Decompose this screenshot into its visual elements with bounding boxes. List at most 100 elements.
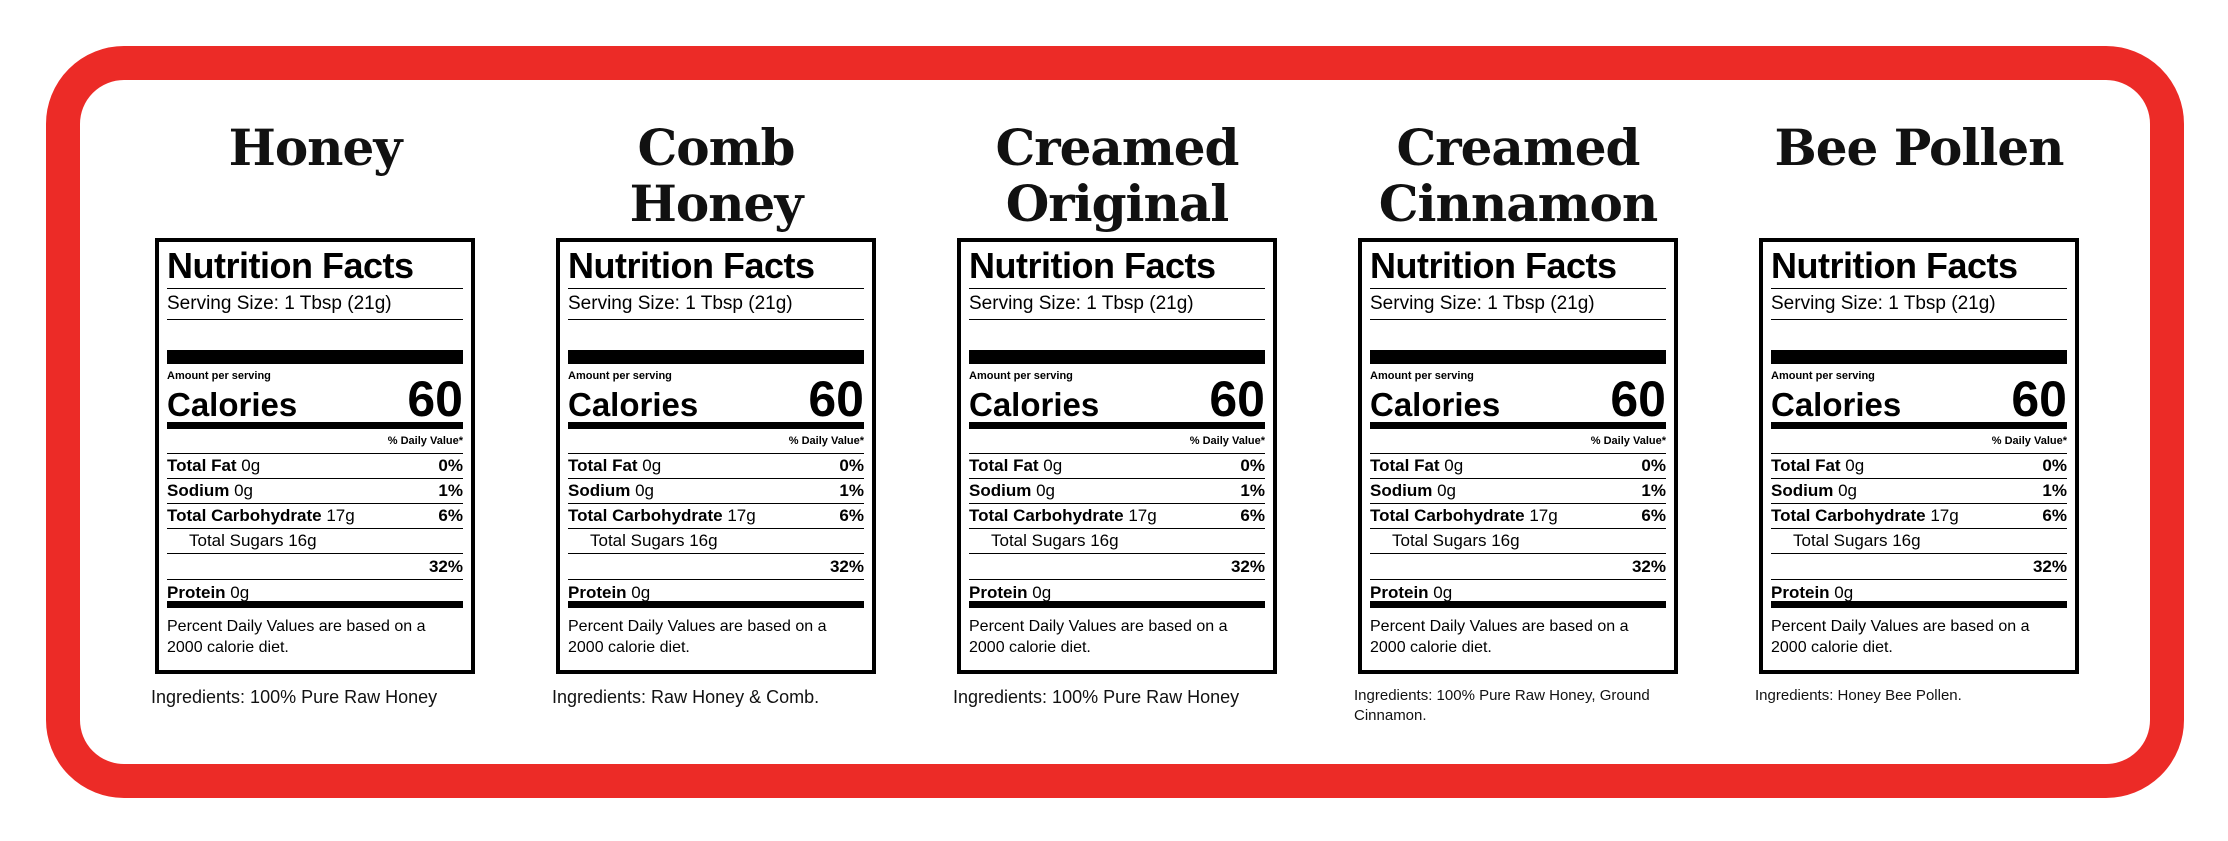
total-sugars-row: Total Sugars 16g xyxy=(1370,529,1666,554)
nutrition-facts-label: Nutrition Facts Serving Size: 1 Tbsp (21… xyxy=(556,238,876,674)
sodium-amount: 0g xyxy=(1833,481,1857,500)
sodium-pct: 1% xyxy=(1641,481,1666,500)
nutrition-facts-title: Nutrition Facts xyxy=(167,244,463,289)
carb-pct: 6% xyxy=(1641,506,1666,525)
medium-divider xyxy=(1370,422,1666,429)
total-fat-label: Total Fat xyxy=(1771,456,1841,475)
protein-label: Protein xyxy=(1771,583,1830,602)
calories-value: 60 xyxy=(808,371,864,427)
sugars-label: Total Sugars 16g xyxy=(1392,531,1520,550)
sugars-pct: 32% xyxy=(568,554,864,580)
daily-value-header: % Daily Value* xyxy=(1370,429,1666,454)
protein-label: Protein xyxy=(969,583,1028,602)
title-line-1: Comb xyxy=(637,118,795,177)
carb-label: Total Carbohydrate xyxy=(1771,506,1926,525)
product-title: Creamed Original xyxy=(917,120,1317,232)
calories-label: Calories xyxy=(969,386,1100,423)
product-title: Comb Honey xyxy=(516,120,916,232)
sodium-row: Sodium 0g 1% xyxy=(1370,479,1666,504)
thick-divider xyxy=(568,350,864,364)
title-line-1: Honey xyxy=(228,118,403,177)
calories-value: 60 xyxy=(407,371,463,427)
title-line-1: Bee Pollen xyxy=(1774,118,2064,177)
carb-label: Total Carbohydrate xyxy=(167,506,322,525)
total-sugars-row: Total Sugars 16g xyxy=(568,529,864,554)
total-fat-pct: 0% xyxy=(1641,456,1666,475)
sodium-pct: 1% xyxy=(438,481,463,500)
amount-per-serving: Amount per serving xyxy=(1771,370,1875,382)
sodium-label: Sodium xyxy=(568,481,631,500)
product-title: Honey xyxy=(115,120,515,176)
sodium-amount: 0g xyxy=(630,481,654,500)
serving-size: Serving Size: 1 Tbsp (21g) xyxy=(568,289,864,320)
total-fat-row: Total Fat 0g 0% xyxy=(1370,454,1666,479)
medium-divider xyxy=(167,422,463,429)
serving-size: Serving Size: 1 Tbsp (21g) xyxy=(1771,289,2067,320)
daily-values-footnote: Percent Daily Values are based on a 2000… xyxy=(1771,618,2030,656)
carb-pct: 6% xyxy=(1240,506,1265,525)
sugars-pct: 32% xyxy=(969,554,1265,580)
nutrition-facts-label: Nutrition Facts Serving Size: 1 Tbsp (21… xyxy=(1759,238,2079,674)
amount-per-serving: Amount per serving xyxy=(1370,370,1474,382)
total-fat-amount: 0g xyxy=(1840,456,1865,475)
daily-values-footnote: Percent Daily Values are based on a 2000… xyxy=(568,618,827,656)
total-sugars-row: Total Sugars 16g xyxy=(167,529,463,554)
product-title: Creamed Cinnamon xyxy=(1318,120,1718,232)
carb-amount: 17g xyxy=(1524,506,1558,525)
ingredients-text: Ingredients: 100% Pure Raw Honey xyxy=(151,687,438,707)
total-fat-amount: 0g xyxy=(637,456,662,475)
sodium-row: Sodium 0g 1% xyxy=(568,479,864,504)
calories-label: Calories xyxy=(568,386,699,423)
protein-amount: 0g xyxy=(225,583,250,602)
amount-per-serving: Amount per serving xyxy=(568,370,672,382)
calories-value: 60 xyxy=(2011,371,2067,427)
daily-value-header: % Daily Value* xyxy=(1771,429,2067,454)
daily-value-header: % Daily Value* xyxy=(568,429,864,454)
medium-divider xyxy=(568,422,864,429)
sugars-pct: 32% xyxy=(167,554,463,580)
daily-values-footnote: Percent Daily Values are based on a 2000… xyxy=(167,618,426,656)
serving-size: Serving Size: 1 Tbsp (21g) xyxy=(969,289,1265,320)
total-fat-label: Total Fat xyxy=(568,456,638,475)
calories-label: Calories xyxy=(167,386,298,423)
medium-divider xyxy=(969,422,1265,429)
calories-label: Calories xyxy=(1370,386,1501,423)
total-fat-amount: 0g xyxy=(1038,456,1063,475)
thick-divider xyxy=(1771,350,2067,364)
daily-values-footnote: Percent Daily Values are based on a 2000… xyxy=(969,618,1228,656)
title-line-1: Creamed xyxy=(1396,118,1640,177)
sodium-row: Sodium 0g 1% xyxy=(1771,479,2067,504)
sodium-amount: 0g xyxy=(1432,481,1456,500)
calories-row: Calories 60 xyxy=(167,374,463,424)
carb-pct: 6% xyxy=(2042,506,2067,525)
carb-amount: 17g xyxy=(1123,506,1157,525)
carb-pct: 6% xyxy=(438,506,463,525)
total-fat-label: Total Fat xyxy=(969,456,1039,475)
total-fat-pct: 0% xyxy=(839,456,864,475)
sodium-row: Sodium 0g 1% xyxy=(969,479,1265,504)
total-fat-row: Total Fat 0g 0% xyxy=(1771,454,2067,479)
nutrition-facts-label: Nutrition Facts Serving Size: 1 Tbsp (21… xyxy=(1358,238,1678,674)
title-line-2: Honey xyxy=(629,174,804,233)
nutrition-facts-title: Nutrition Facts xyxy=(969,244,1265,289)
total-sugars-row: Total Sugars 16g xyxy=(969,529,1265,554)
nutrition-facts-title: Nutrition Facts xyxy=(568,244,864,289)
carb-label: Total Carbohydrate xyxy=(568,506,723,525)
total-carbohydrate-row: Total Carbohydrate 17g 6% xyxy=(167,504,463,529)
calories-row: Calories 60 xyxy=(1771,374,2067,424)
total-carbohydrate-row: Total Carbohydrate 17g 6% xyxy=(1771,504,2067,529)
serving-size: Serving Size: 1 Tbsp (21g) xyxy=(167,289,463,320)
title-line-2: Cinnamon xyxy=(1378,174,1659,233)
sugars-pct: 32% xyxy=(1370,554,1666,580)
total-carbohydrate-row: Total Carbohydrate 17g 6% xyxy=(1370,504,1666,529)
protein-amount: 0g xyxy=(1428,583,1453,602)
serving-size: Serving Size: 1 Tbsp (21g) xyxy=(1370,289,1666,320)
total-fat-amount: 0g xyxy=(1439,456,1464,475)
nutrition-facts-title: Nutrition Facts xyxy=(1771,244,2067,289)
sugars-label: Total Sugars 16g xyxy=(590,531,718,550)
total-fat-label: Total Fat xyxy=(1370,456,1440,475)
calories-row: Calories 60 xyxy=(969,374,1265,424)
medium-divider xyxy=(1771,422,2067,429)
calories-value: 60 xyxy=(1209,371,1265,427)
carb-amount: 17g xyxy=(722,506,756,525)
